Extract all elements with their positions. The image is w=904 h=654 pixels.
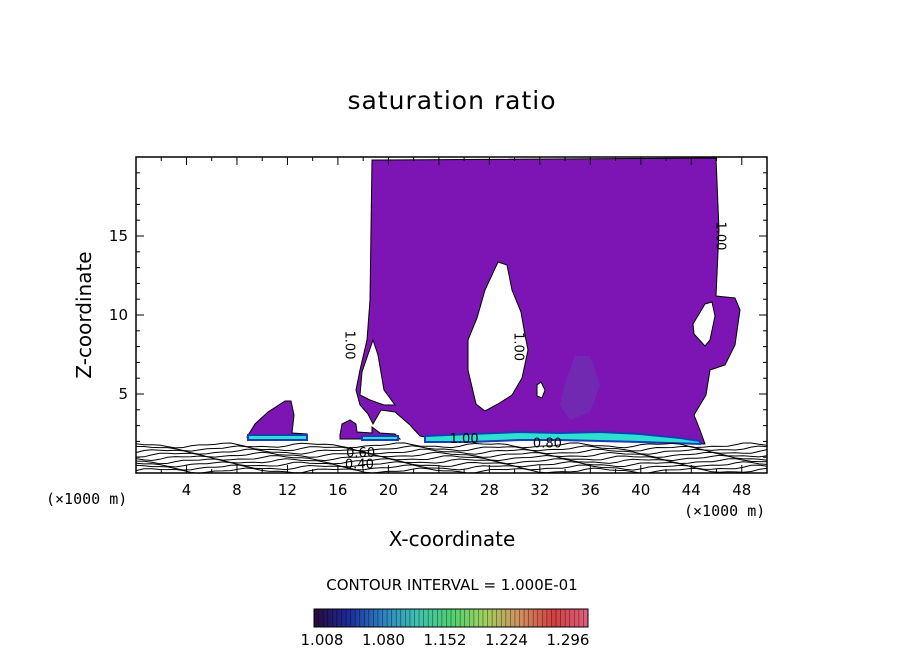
colorbar-label: 1.008 (301, 631, 344, 649)
cyan-band-mid (361, 435, 399, 441)
contour-label: 1.00 (450, 432, 479, 447)
hole-right (692, 301, 716, 347)
contour-label: 1.00 (511, 332, 526, 361)
x-tick-label: 40 (631, 481, 650, 499)
colorbar-label: 1.224 (485, 631, 528, 649)
colorbar-label: 1.080 (362, 631, 405, 649)
hole-left (359, 338, 396, 406)
x-tick-label: 4 (182, 481, 192, 499)
colorbar: 1.008 1.080 1.152 1.224 1.296 (301, 608, 590, 649)
contour-label: 0.80 (533, 437, 562, 452)
colorbar-label: 1.152 (424, 631, 467, 649)
x-tick-label: 36 (581, 481, 600, 499)
contour-line (135, 454, 768, 462)
contour-line (135, 467, 768, 474)
x-unit-right: (×1000 m) (684, 502, 766, 520)
cyan-band-left (247, 434, 308, 441)
y-axis-label: Z-coordinate (72, 251, 96, 378)
x-tick-label: 12 (278, 481, 297, 499)
contour-interval: CONTOUR INTERVAL = 1.000E-01 (326, 576, 578, 594)
contour-label: 1.00 (341, 331, 356, 360)
x-tick-label: 44 (682, 481, 701, 499)
contour-label: 0.40 (345, 457, 374, 472)
contour-label: 0.60 (346, 446, 375, 461)
x-tick-label: 32 (530, 481, 549, 499)
chart-title: saturation ratio (347, 86, 557, 115)
contour-line (135, 461, 768, 468)
contour-line (135, 464, 768, 471)
hole-small (536, 381, 546, 399)
contour-label: 1.00 (713, 222, 728, 251)
contour-line (135, 458, 768, 465)
x-tick-label: 16 (328, 481, 347, 499)
x-tick-label: 28 (480, 481, 499, 499)
x-tick-label: 24 (429, 481, 448, 499)
y-tick-label: 10 (109, 306, 128, 324)
x-unit-left: (×1000 m) (46, 490, 128, 508)
contour-line (136, 445, 768, 452)
x-tick-label: 8 (232, 481, 242, 499)
dark-patch (560, 356, 600, 420)
y-tick-label: 5 (118, 385, 128, 403)
contour-line (135, 451, 768, 458)
contour-line (135, 442, 768, 449)
contour-labels: 1.00 1.00 1.00 1.00 0.80 0.600.40 (341, 222, 727, 473)
contour-line (135, 448, 768, 455)
cyan-band-main (424, 430, 701, 446)
x-tick-label: 48 (732, 481, 751, 499)
colorbar-label: 1.296 (547, 631, 590, 649)
saturation-fill-regions (246, 157, 741, 446)
saturation-contour-lines (135, 442, 768, 474)
hole-center (467, 261, 529, 412)
x-tick-label: 20 (379, 481, 398, 499)
main-plume-region (355, 157, 741, 445)
y-tick-label: 15 (109, 227, 128, 245)
x-axis-label: X-coordinate (388, 527, 516, 551)
